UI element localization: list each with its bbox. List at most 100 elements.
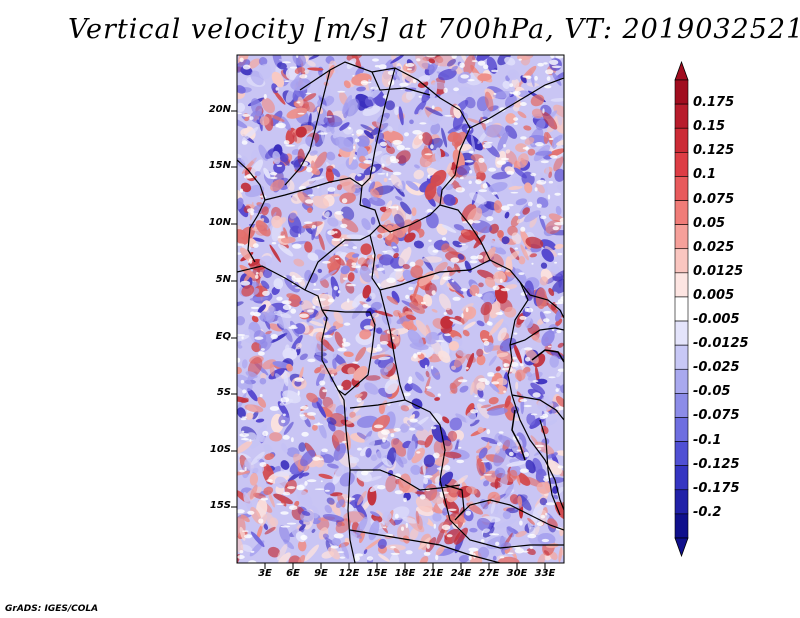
velocity-cell <box>337 290 341 294</box>
velocity-cell <box>494 478 499 490</box>
velocity-cell <box>483 141 493 144</box>
velocity-cell <box>520 226 526 232</box>
velocity-cell <box>459 385 469 393</box>
velocity-cell <box>341 218 359 233</box>
velocity-cell <box>337 163 346 172</box>
velocity-cell <box>514 268 527 284</box>
velocity-cell <box>525 146 529 151</box>
velocity-cell <box>499 337 517 352</box>
lat-ticks <box>231 110 237 508</box>
velocity-cell <box>542 108 545 114</box>
velocity-cell <box>515 143 528 153</box>
velocity-cell <box>529 417 544 429</box>
velocity-cell <box>277 243 294 257</box>
velocity-cell <box>379 141 387 147</box>
velocity-cell <box>331 238 341 242</box>
velocity-cell <box>251 150 260 163</box>
velocity-cell <box>555 383 562 389</box>
velocity-cell <box>276 122 286 129</box>
velocity-cell <box>443 451 462 459</box>
velocity-cell <box>457 379 468 383</box>
velocity-cell <box>439 491 449 494</box>
velocity-cell <box>455 413 468 423</box>
velocity-cell <box>250 306 260 310</box>
velocity-cell <box>541 538 550 543</box>
velocity-cell <box>299 74 308 79</box>
velocity-cell <box>543 475 552 479</box>
velocity-cell <box>386 295 399 305</box>
velocity-cell <box>241 336 244 340</box>
velocity-cell <box>480 539 485 543</box>
velocity-cell <box>307 252 319 261</box>
velocity-cell <box>535 183 545 194</box>
velocity-cell <box>332 129 341 139</box>
velocity-cell <box>401 526 404 531</box>
velocity-cell <box>499 107 506 112</box>
velocity-cell <box>398 106 404 126</box>
velocity-cell <box>286 293 299 300</box>
velocity-cell <box>463 321 476 330</box>
velocity-cell <box>316 401 327 418</box>
velocity-cell <box>544 245 558 257</box>
velocity-cell <box>534 444 545 448</box>
velocity-cell <box>388 178 392 180</box>
velocity-cell <box>241 430 245 433</box>
velocity-cell <box>368 197 386 207</box>
velocity-cell <box>493 92 497 95</box>
velocity-cell <box>398 246 412 267</box>
velocity-cell <box>266 512 277 531</box>
velocity-cell <box>443 194 456 206</box>
velocity-cell <box>418 537 431 550</box>
velocity-cell <box>278 58 296 63</box>
velocity-cell <box>237 509 245 514</box>
velocity-cell <box>347 272 355 282</box>
velocity-cell <box>393 427 401 432</box>
velocity-cell <box>282 435 290 440</box>
velocity-cell <box>241 140 248 145</box>
velocity-cell <box>361 197 371 209</box>
velocity-cell <box>495 541 500 546</box>
velocity-cell <box>326 497 335 505</box>
velocity-cell <box>492 555 497 561</box>
velocity-cell <box>240 379 245 384</box>
velocity-cell <box>507 69 520 81</box>
velocity-cell <box>304 221 313 224</box>
velocity-cell <box>484 276 496 288</box>
velocity-cell <box>241 416 248 419</box>
velocity-cell <box>351 301 366 319</box>
velocity-cell <box>508 185 523 191</box>
velocity-cell <box>469 192 487 205</box>
velocity-cell <box>367 258 374 265</box>
velocity-cell <box>237 407 246 419</box>
velocity-cell <box>514 247 518 250</box>
velocity-cell <box>292 132 298 142</box>
velocity-cell <box>369 484 380 492</box>
velocity-cell <box>255 274 259 279</box>
velocity-cell <box>251 315 259 323</box>
velocity-cell <box>307 412 316 416</box>
velocity-cell <box>237 470 250 476</box>
velocity-cell <box>524 182 533 194</box>
velocity-cell <box>390 433 395 438</box>
velocity-cell <box>460 74 470 79</box>
velocity-cell <box>247 58 261 69</box>
velocity-cell <box>452 296 461 301</box>
velocity-cell <box>525 236 544 249</box>
velocity-cell <box>423 475 433 478</box>
velocity-cell <box>402 321 418 331</box>
velocity-cell <box>380 154 393 167</box>
velocity-cell <box>261 97 275 114</box>
velocity-cell <box>314 488 325 491</box>
velocity-cell <box>394 213 405 228</box>
velocity-cell <box>407 420 424 431</box>
velocity-cell <box>516 55 534 61</box>
lat-label: 15S <box>209 500 231 511</box>
velocity-cell <box>336 184 343 191</box>
velocity-cell <box>557 465 564 469</box>
velocity-cell <box>438 350 451 363</box>
velocity-cell <box>252 492 266 500</box>
velocity-cell <box>319 380 326 386</box>
velocity-cell <box>237 118 248 129</box>
velocity-cell <box>280 397 290 403</box>
velocity-cell <box>557 252 563 256</box>
